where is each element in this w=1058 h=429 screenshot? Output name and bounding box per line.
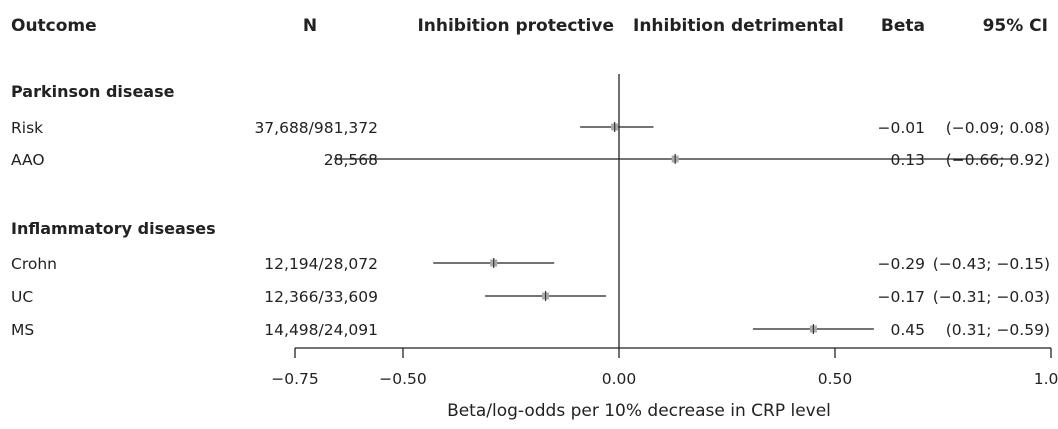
row-ci-value: (−0.31; −0.03) <box>933 288 1050 306</box>
table-rows: Parkinson disease Risk 37,688/981,372 −0.01… <box>11 82 1050 339</box>
header-inhibition-detrimental: Inhibition detrimental <box>633 16 844 36</box>
x-axis: −0.75 −0.50 0.00 0.50 1.00 <box>271 347 1058 388</box>
header-n: N <box>303 16 317 36</box>
row-n-value: 28,568 <box>324 151 378 169</box>
x-tick-label: 1.00 <box>1034 370 1058 388</box>
row-n-value: 12,366/33,609 <box>264 288 378 306</box>
row-beta-value: −0.17 <box>878 288 926 306</box>
x-tick-label: 0.50 <box>818 370 853 388</box>
row-beta-value: 0.45 <box>890 321 925 339</box>
row-beta-value: −0.29 <box>878 255 926 273</box>
group-label: Parkinson disease <box>11 82 175 101</box>
x-tick-label: −0.75 <box>271 370 319 388</box>
row-n-value: 14,498/24,091 <box>264 321 378 339</box>
header-beta: Beta <box>881 16 925 36</box>
row-n-value: 37,688/981,372 <box>254 119 378 137</box>
row-outcome-label: AAO <box>11 151 45 169</box>
x-axis-label: Beta/log-odds per 10% decrease in CRP le… <box>447 401 831 421</box>
header-95-ci: 95% CI <box>983 16 1048 36</box>
header-row: Outcome N Inhibition protective Inhibiti… <box>11 16 1048 36</box>
x-tick-label: −0.50 <box>379 370 427 388</box>
x-tick-label: 0.00 <box>602 370 637 388</box>
row-ci-value: (−0.43; −0.15) <box>933 255 1050 273</box>
header-outcome: Outcome <box>11 16 97 36</box>
plot-area <box>333 74 1017 348</box>
row-beta-value: 0.13 <box>890 151 925 169</box>
row-ci-value: (−0.66; 0.92) <box>946 151 1050 169</box>
row-n-value: 12,194/28,072 <box>264 255 378 273</box>
row-outcome-label: Crohn <box>11 255 57 273</box>
row-ci-value: (−0.09; 0.08) <box>946 119 1050 137</box>
row-ci-value: (0.31; −0.59) <box>946 321 1050 339</box>
header-inhibition-protective: Inhibition protective <box>417 16 614 36</box>
row-beta-value: −0.01 <box>878 119 926 137</box>
row-outcome-label: UC <box>11 288 33 306</box>
row-outcome-label: MS <box>11 321 34 339</box>
group-label: Inflammatory diseases <box>11 219 216 238</box>
row-outcome-label: Risk <box>11 119 43 137</box>
